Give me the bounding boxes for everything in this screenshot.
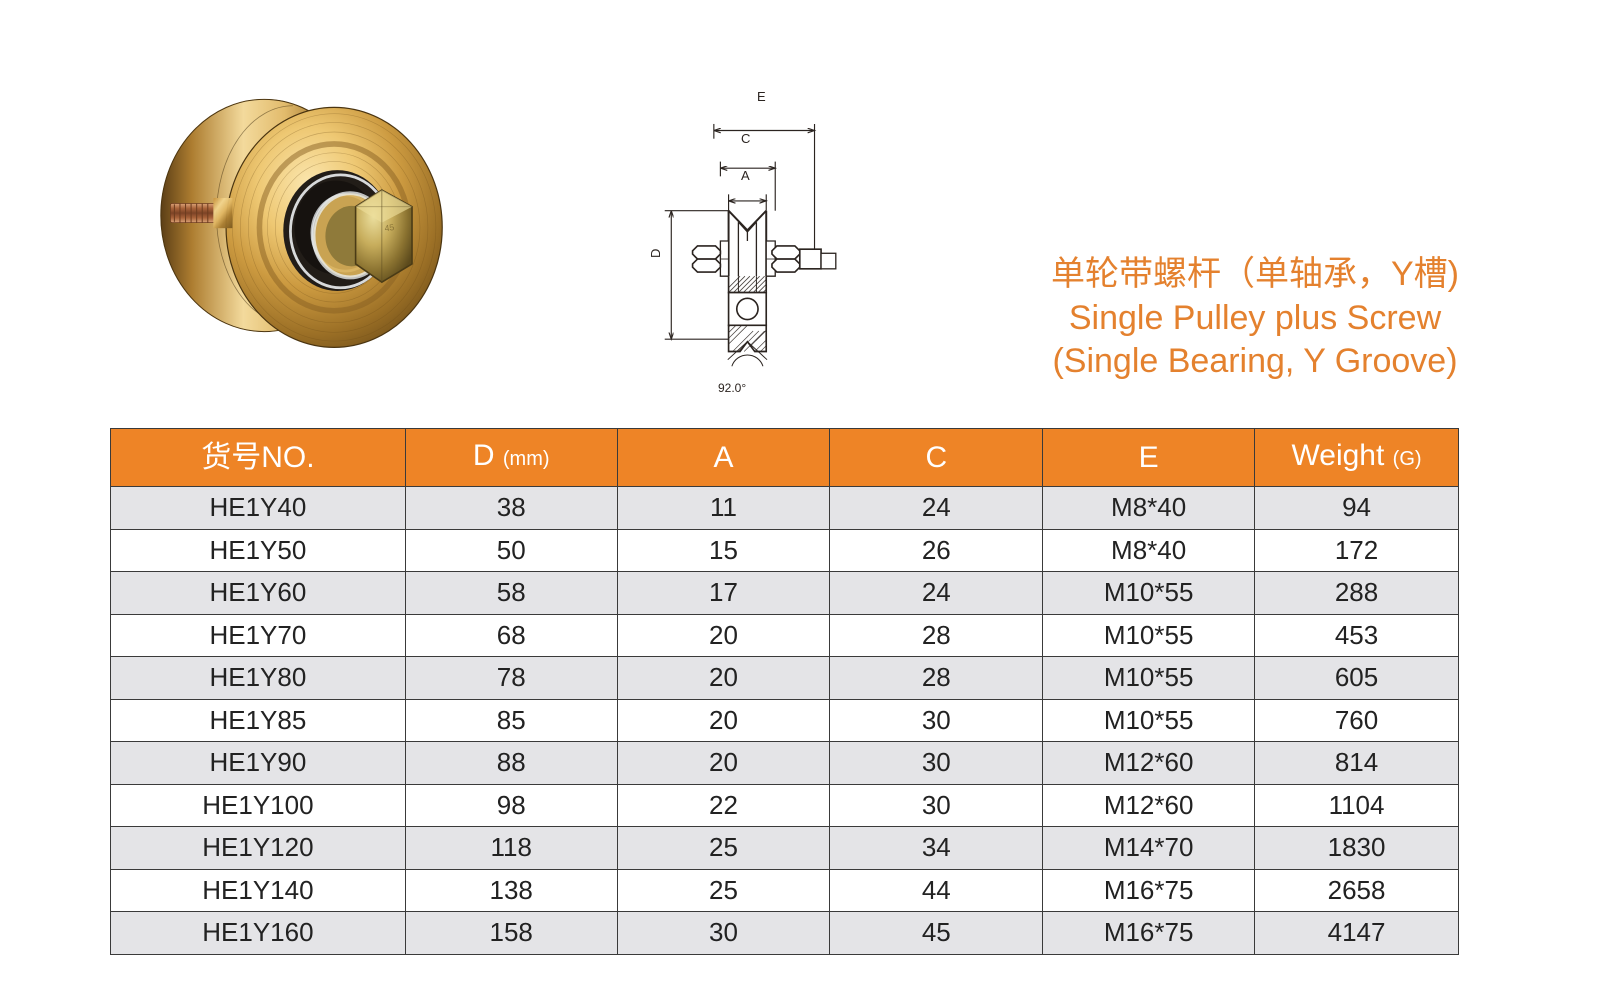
svg-text:45: 45 [384, 222, 395, 233]
